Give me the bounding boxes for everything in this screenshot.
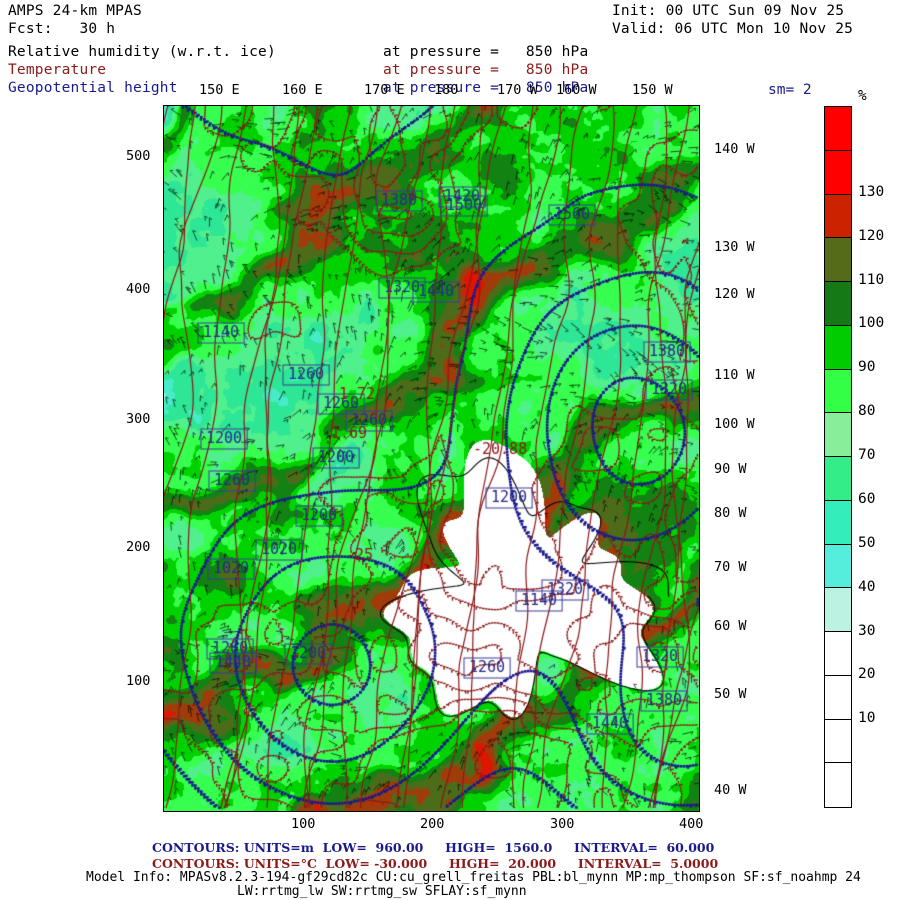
top-axis-label-1: 160 E <box>282 82 323 98</box>
colorbar-segment-3 <box>825 238 851 282</box>
colorbar-segment-4 <box>825 282 851 326</box>
colorbar-segment-9 <box>825 500 851 545</box>
valid-time: Valid: 06 UTC Mon 10 Nov 25 <box>612 21 854 37</box>
right-axis-label-6: 80 W <box>714 505 747 521</box>
colorbar-tick-130: 130 <box>858 183 885 200</box>
init-time: Init: 00 UTC Sun 09 Nov 25 <box>612 3 845 19</box>
colorbar-tick-70: 70 <box>858 447 876 463</box>
field-geopotential-height-level: at pressure = 850 hPa <box>383 80 589 96</box>
bottom-axis-label-3: 400 <box>679 816 704 832</box>
right-axis-label-2: 120 W <box>714 286 755 302</box>
colorbar-tick-100: 100 <box>858 315 885 332</box>
forecast-hour: Fcst: 30 h <box>8 21 116 37</box>
right-axis-label-8: 60 W <box>714 618 747 634</box>
colorbar-tick-10: 10 <box>858 710 876 727</box>
field-temperature-level: at pressure = 850 hPa <box>383 62 589 78</box>
colorbar-tick-30: 30 <box>858 622 876 639</box>
colorbar-segment-2 <box>825 194 851 239</box>
model-title: AMPS 24-km MPAS <box>8 3 142 19</box>
left-axis-label-0: 500 <box>126 148 151 164</box>
left-axis-label-2: 300 <box>126 411 151 427</box>
left-axis-label-1: 400 <box>126 281 151 297</box>
colorbar-segment-5 <box>825 325 851 370</box>
model-info-line-2: LW:rrtmg_lw SW:rrtmg_sw SFLAY:sf_mynn <box>237 884 527 899</box>
colorbar-segment-10 <box>825 544 851 589</box>
height-contour-info: CONTOURS: UNITS=m LOW= 960.00 HIGH= 1560… <box>152 840 715 855</box>
right-axis-label-4: 100 W <box>714 416 755 432</box>
left-axis-label-3: 200 <box>126 539 151 555</box>
field-relative-humidity: Relative humidity (w.r.t. ice) <box>8 44 276 60</box>
weather-map-canvas <box>164 106 699 811</box>
colorbar-tick-40: 40 <box>858 578 876 595</box>
right-axis-label-9: 50 W <box>714 686 747 702</box>
right-axis-label-7: 70 W <box>714 559 747 575</box>
temperature-contour-info: CONTOURS: UNITS=°C LOW= -30.000 HIGH= 20… <box>152 856 719 871</box>
colorbar-tick-80: 80 <box>858 403 876 420</box>
colorbar-segment-0 <box>825 107 851 151</box>
right-axis-label-0: 140 W <box>714 141 755 157</box>
bottom-axis-label-0: 100 <box>291 816 316 832</box>
right-axis-label-5: 90 W <box>714 461 747 477</box>
top-axis-label-4: 170 W <box>497 82 538 98</box>
colorbar-segment-6 <box>825 369 851 414</box>
colorbar[interactable] <box>824 106 852 808</box>
bottom-axis-label-1: 200 <box>420 816 445 832</box>
top-axis-label-2: 170 E <box>364 82 405 98</box>
right-axis-label-10: 40 W <box>714 782 747 798</box>
colorbar-tick-90: 90 <box>858 359 876 376</box>
bottom-axis-label-2: 300 <box>550 816 575 832</box>
colorbar-segment-14 <box>825 719 851 764</box>
colorbar-segment-1 <box>825 150 851 195</box>
colorbar-tick-20: 20 <box>858 666 876 683</box>
top-axis-label-6: 150 W <box>632 82 673 98</box>
field-temperature: Temperature <box>8 62 107 78</box>
colorbar-unit-label: % <box>858 88 867 104</box>
right-axis-label-3: 110 W <box>714 367 755 383</box>
model-info-line-1: Model Info: MPASv8.2.3-194-gf29cd82c CU:… <box>86 870 861 885</box>
field-relative-humidity-level: at pressure = 850 hPa <box>383 44 589 60</box>
colorbar-tick-110: 110 <box>858 271 885 288</box>
colorbar-tick-60: 60 <box>858 490 876 507</box>
colorbar-segment-15 <box>825 763 851 807</box>
colorbar-tick-120: 120 <box>858 227 885 244</box>
colorbar-segment-13 <box>825 675 851 720</box>
top-axis-label-5: 160 W <box>556 82 597 98</box>
left-axis-label-4: 100 <box>126 673 151 689</box>
smoothing-label: sm= 2 <box>768 82 812 98</box>
colorbar-segment-8 <box>825 457 851 501</box>
top-axis-label-0: 150 E <box>199 82 240 98</box>
map-plot-area[interactable] <box>163 105 700 812</box>
colorbar-tick-50: 50 <box>858 534 876 551</box>
colorbar-segment-7 <box>825 413 851 457</box>
top-axis-label-3: 180 <box>434 82 459 98</box>
colorbar-segment-12 <box>825 632 851 676</box>
colorbar-segment-11 <box>825 588 851 632</box>
field-geopotential-height: Geopotential height <box>8 80 178 96</box>
right-axis-label-1: 130 W <box>714 239 755 255</box>
